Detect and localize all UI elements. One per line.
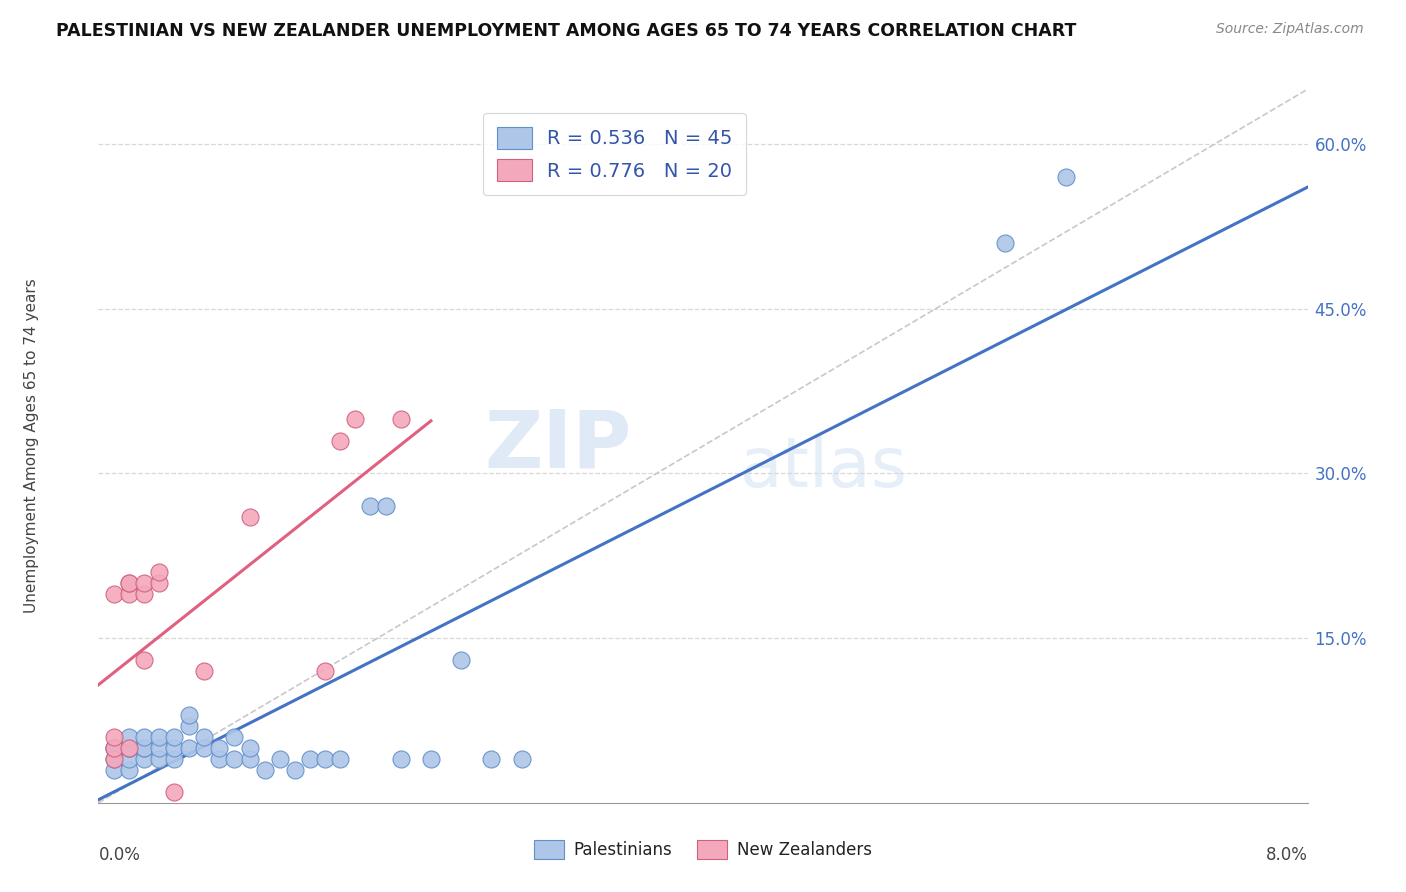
Text: Unemployment Among Ages 65 to 74 years: Unemployment Among Ages 65 to 74 years <box>24 278 39 614</box>
Point <box>132 740 155 755</box>
Point <box>103 752 125 766</box>
Point <box>118 740 141 755</box>
Point <box>132 587 155 601</box>
Point <box>224 752 246 766</box>
Point <box>103 740 125 755</box>
Point <box>132 740 155 755</box>
Point <box>118 576 141 591</box>
Point <box>103 752 125 766</box>
Point <box>344 411 367 425</box>
Point <box>103 730 125 744</box>
Point <box>132 752 155 766</box>
Point <box>118 576 141 591</box>
Point <box>103 740 125 755</box>
Point <box>118 763 141 777</box>
Point <box>163 785 186 799</box>
Point <box>239 740 262 755</box>
Point <box>179 719 201 733</box>
Point <box>118 752 141 766</box>
Point <box>510 752 533 766</box>
Point <box>374 500 396 514</box>
Point <box>360 500 382 514</box>
Point <box>148 566 170 580</box>
Point <box>103 587 125 601</box>
Point <box>103 763 125 777</box>
Point <box>208 740 231 755</box>
Point <box>163 752 186 766</box>
Point <box>103 740 125 755</box>
Point <box>163 740 186 755</box>
Point <box>208 752 231 766</box>
Point <box>239 752 262 766</box>
Text: ZIP: ZIP <box>484 407 631 485</box>
Point <box>314 664 336 678</box>
Point <box>179 708 201 723</box>
Text: 8.0%: 8.0% <box>1265 846 1308 863</box>
Point <box>224 730 246 744</box>
Point <box>329 752 352 766</box>
Point <box>1054 169 1077 184</box>
Point <box>193 730 215 744</box>
Point <box>389 752 412 766</box>
Point <box>132 653 155 667</box>
Point <box>179 740 201 755</box>
Point <box>193 664 215 678</box>
Legend: Palestinians, New Zealanders: Palestinians, New Zealanders <box>527 833 879 866</box>
Point <box>481 752 503 766</box>
Text: PALESTINIAN VS NEW ZEALANDER UNEMPLOYMENT AMONG AGES 65 TO 74 YEARS CORRELATION : PALESTINIAN VS NEW ZEALANDER UNEMPLOYMEN… <box>56 22 1077 40</box>
Point <box>148 576 170 591</box>
Point <box>314 752 336 766</box>
Point <box>329 434 352 448</box>
Point <box>193 740 215 755</box>
Point <box>284 763 307 777</box>
Point <box>118 587 141 601</box>
Point <box>299 752 322 766</box>
Text: atlas: atlas <box>740 434 908 501</box>
Point <box>132 576 155 591</box>
Point <box>450 653 472 667</box>
Text: Source: ZipAtlas.com: Source: ZipAtlas.com <box>1216 22 1364 37</box>
Point <box>132 730 155 744</box>
Point <box>389 411 412 425</box>
Point <box>163 730 186 744</box>
Point <box>253 763 276 777</box>
Point <box>239 510 262 524</box>
Point <box>420 752 443 766</box>
Text: 0.0%: 0.0% <box>98 846 141 863</box>
Point <box>994 235 1017 250</box>
Point <box>148 740 170 755</box>
Point <box>269 752 291 766</box>
Point <box>118 730 141 744</box>
Point <box>148 752 170 766</box>
Point <box>148 730 170 744</box>
Point <box>118 740 141 755</box>
Point <box>118 740 141 755</box>
